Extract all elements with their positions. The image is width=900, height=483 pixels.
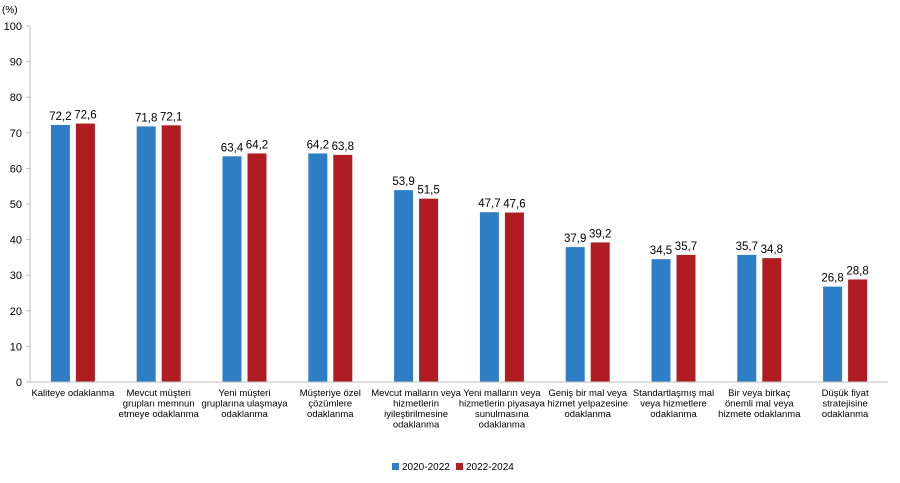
x-tick-label: Standartlaşmış mal veya hizmetlere odaklan… [633, 388, 714, 420]
x-tick-label: Mevcut müşteri grupları memnun etmeye odak… [119, 388, 200, 420]
legend: 2020-2022 2022-2024 [392, 462, 514, 473]
y-tick-label: 50 [10, 199, 22, 211]
bar-2022-2024-5 [504, 212, 524, 382]
y-tick-label: 90 [10, 57, 22, 69]
data-label: 28,8 [846, 265, 868, 277]
bar-2020-2022-3 [308, 153, 328, 382]
bar-2022-2024-3 [333, 154, 353, 382]
bar-2022-2024-6 [590, 242, 610, 382]
data-label: 72,1 [160, 111, 182, 123]
data-label: 63,4 [221, 142, 244, 154]
x-tick-label: Yeni malların veya hizmetlerin piyasaya su… [459, 388, 546, 431]
bar-2022-2024-2 [247, 153, 267, 382]
y-axis: 0 10 20 30 40 50 60 70 80 90 100 [4, 21, 31, 389]
legend-swatch [392, 463, 399, 470]
data-label: 51,5 [417, 185, 439, 197]
bars: 72,2 72,6 71,8 72,163,4 64,2 64,2 63,853,951,5… [49, 110, 869, 382]
bar-2022-2024-4 [419, 198, 439, 382]
y-axis-label: (%) [2, 5, 18, 16]
y-tick-label: 10 [10, 341, 22, 353]
bar-2020-2022-0 [50, 124, 70, 382]
bar-2020-2022-2 [222, 156, 242, 382]
bar-2020-2022-9 [823, 286, 843, 382]
legend-label: 2022-2024 [466, 462, 514, 473]
y-tick-label: 30 [10, 270, 22, 282]
data-label: 26,8 [821, 273, 843, 285]
data-label: 64,2 [307, 139, 329, 151]
x-tick-label: Bir veya birkaç önemli mal veya hizmete od… [718, 388, 801, 420]
y-tick-label: 70 [10, 128, 22, 140]
data-label: 39,2 [589, 228, 611, 240]
legend-swatch [456, 463, 463, 470]
x-tick-label: Düşük fiyat stratejisine odaklanma [822, 388, 869, 420]
bar-2020-2022-4 [394, 190, 414, 382]
y-tick-label: 0 [16, 377, 22, 389]
data-label: 72,6 [74, 110, 96, 122]
data-label: 63,8 [332, 141, 354, 153]
data-label: 35,7 [675, 241, 697, 253]
data-label: 34,5 [650, 245, 672, 257]
x-tick-label: Geniş bir mal veya hizmet yelpazesine odak… [547, 388, 628, 420]
data-label: 53,9 [392, 176, 414, 188]
y-tick-label: 60 [10, 163, 22, 175]
y-tick-label: 20 [10, 306, 22, 318]
data-label: 64,2 [246, 139, 268, 151]
bar-2020-2022-1 [136, 126, 156, 382]
data-label: 34,8 [761, 244, 783, 256]
data-label: 71,8 [135, 112, 157, 124]
data-label: 72,2 [49, 111, 71, 123]
bar-2022-2024-9 [848, 279, 868, 382]
x-tick-label: Mevcut malların veya hizmetlerin iyileştir… [371, 388, 461, 431]
data-label: 47,7 [478, 198, 500, 210]
bar-2022-2024-7 [676, 254, 696, 382]
y-tick-label: 100 [4, 21, 22, 33]
y-tick-label: 40 [10, 235, 22, 247]
bar-2020-2022-5 [479, 212, 499, 382]
bar-2022-2024-1 [161, 125, 181, 382]
y-tick-label: 80 [10, 92, 22, 104]
bar-2022-2024-8 [762, 258, 782, 382]
bar-2022-2024-0 [75, 123, 95, 382]
x-tick-label: Müşteriye özel çözümlere odaklanma [300, 388, 361, 420]
x-tick-label: Kaliteye odaklanma [31, 388, 115, 399]
legend-label: 2020-2022 [402, 462, 450, 473]
x-axis: Kaliteye odaklanma Mevcut müşteri grupları… [30, 381, 888, 431]
bar-2020-2022-7 [651, 259, 671, 382]
data-label: 47,6 [503, 199, 525, 211]
data-label: 37,9 [564, 233, 586, 245]
x-tick-label: Yeni müşteri gruplarına ulaşmaya odaklanma [201, 388, 288, 420]
bar-2020-2022-8 [737, 254, 757, 382]
bar-2020-2022-6 [565, 247, 585, 382]
data-label: 35,7 [736, 241, 758, 253]
